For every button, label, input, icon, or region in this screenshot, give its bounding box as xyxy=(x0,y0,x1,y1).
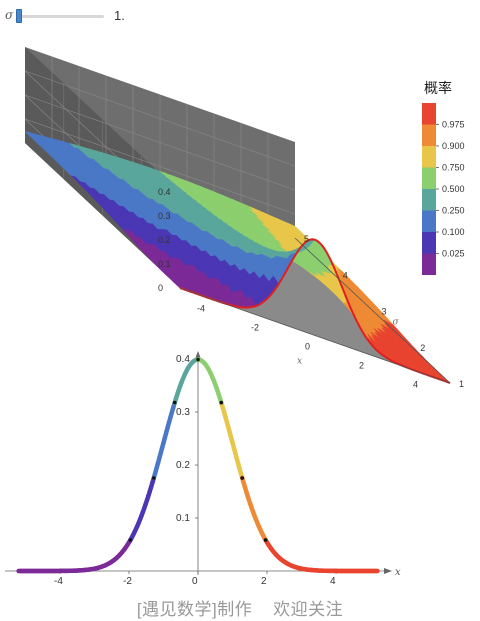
curve-x-tick-label: 2 xyxy=(261,576,267,587)
curve-x-tick-label: -2 xyxy=(123,576,132,587)
legend-level-label: 0.750 xyxy=(442,163,465,173)
legend-color-swatch xyxy=(422,189,436,211)
pdf-curve-plot: x -4 -2 0 2 4 0.1 0.2 0.3 0.4 xyxy=(5,351,401,587)
sigma-axis-edge xyxy=(294,237,451,384)
curve-y-tick-label: 0.4 xyxy=(176,354,190,365)
quantile-marker xyxy=(263,538,268,542)
surface-sigma-axis-label: σ xyxy=(393,318,400,328)
quantile-marker xyxy=(128,538,133,542)
legend-title: 概率 xyxy=(424,80,452,96)
surface-x-tick-label: 0 xyxy=(305,342,310,352)
x-axis-arrow xyxy=(384,568,392,574)
sigma-slider-thumb[interactable] xyxy=(16,9,22,23)
quantile-marker xyxy=(240,476,245,480)
curve-y-tick-label: 0.3 xyxy=(176,407,190,418)
surface-z-tick-label: 0.4 xyxy=(158,187,171,197)
surface-plot-3d: -4 -2 0 2 4 1 2 3 4 5 0 0.1 0.2 0.3 0.4 x σ xyxy=(24,47,464,390)
surface-x-axis-label: x xyxy=(297,357,302,367)
legend-level-label: 0.500 xyxy=(442,184,465,194)
surface-sigma-tick-label: 4 xyxy=(343,270,348,280)
surface-x-tick-label: 2 xyxy=(359,361,364,371)
curve-x-axis-label: x xyxy=(395,567,401,578)
surface-x-tick-label: 4 xyxy=(413,380,418,390)
surface-z-tick-label: 0.1 xyxy=(158,259,171,269)
y-axis-arrow xyxy=(195,351,201,359)
legend-level-label: 0.975 xyxy=(442,120,465,130)
quantile-marker xyxy=(151,476,156,480)
legend-level-label: 0.250 xyxy=(442,206,465,216)
curve-x-tick-label: 0 xyxy=(192,576,198,587)
quantile-marker xyxy=(172,400,177,405)
curve-y-tick-label: 0.1 xyxy=(176,513,190,524)
legend-color-swatch xyxy=(422,124,436,146)
legend-color-swatch xyxy=(422,167,436,189)
legend-color-swatch xyxy=(422,146,436,168)
legend-color-swatch xyxy=(422,253,436,275)
curve-x-tick-label: 4 xyxy=(330,576,336,587)
legend-level-label: 0.025 xyxy=(442,249,465,259)
surface-sigma-tick-label: 5 xyxy=(304,234,309,244)
surface-z-tick-label: 0.3 xyxy=(158,211,171,221)
watermark-text: [遇见数学]制作 欢迎关注 xyxy=(136,600,344,619)
x-axis-edge xyxy=(179,287,451,384)
quantile-marker xyxy=(219,400,224,405)
sigma-slider-label: σ xyxy=(5,8,14,22)
surface-z-tick-label: 0 xyxy=(158,283,163,293)
legend-level-label: 0.100 xyxy=(442,227,465,237)
surface-x-tick-label: -4 xyxy=(197,304,205,314)
legend-color-swatch xyxy=(422,103,436,125)
curve-y-tick-label: 0.2 xyxy=(176,460,190,471)
legend-color-swatch xyxy=(422,232,436,254)
surface-sigma-tick-label: 1 xyxy=(459,379,464,389)
sigma-slider-track[interactable] xyxy=(18,15,104,18)
surface-sigma-tick-label: 3 xyxy=(382,307,387,317)
surface-z-tick-label: 0.2 xyxy=(158,235,171,245)
surface-x-tick-label: -2 xyxy=(251,323,259,333)
surface-sigma-tick-label: 2 xyxy=(420,343,425,353)
legend-level-label: 0.900 xyxy=(442,141,465,151)
probability-legend: 0.975 0.900 0.750 0.500 0.250 0.100 0.025 xyxy=(422,103,465,275)
legend-color-swatch xyxy=(422,210,436,232)
quantile-marker xyxy=(196,357,200,362)
sigma-slider-value: 1. xyxy=(114,8,125,23)
curve-x-tick-label: -4 xyxy=(54,576,63,587)
